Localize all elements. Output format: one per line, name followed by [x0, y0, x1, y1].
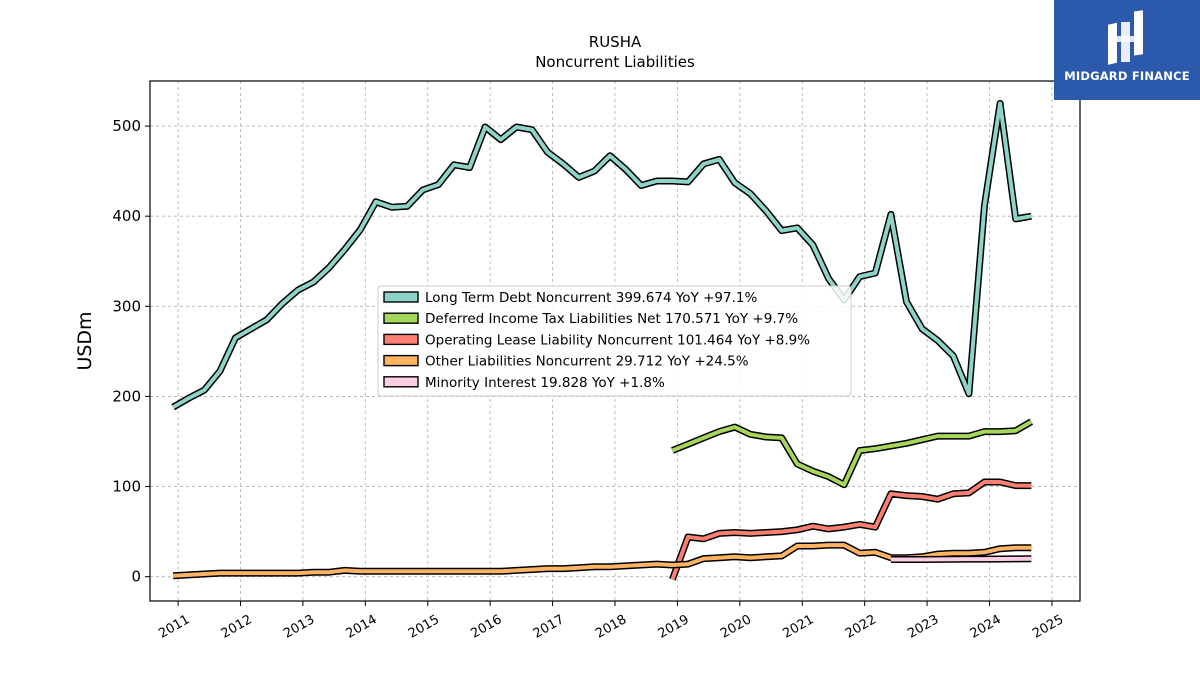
legend-entry: Long Term Debt Noncurrent 399.674 YoY +9… [425, 290, 757, 306]
midgard-logo-icon [1108, 10, 1143, 65]
x-tick-label: 2022 [843, 612, 879, 642]
legend: Long Term Debt Noncurrent 399.674 YoY +9… [377, 285, 852, 397]
legend-entry: Deferred Income Tax Liabilities Net 170.… [425, 311, 798, 327]
x-tick-label: 2016 [468, 612, 504, 642]
series-line [670, 480, 1032, 581]
y-axis-label: USDm [74, 311, 96, 370]
y-tick-label: 400 [112, 207, 141, 225]
x-tick-label: 2017 [531, 612, 567, 642]
legend-entry: Other Liabilities Noncurrent 29.712 YoY … [425, 354, 749, 370]
series-line [172, 101, 1032, 409]
x-tick-label: 2013 [281, 612, 317, 642]
brand-name: MIDGARD FINANCE [1064, 69, 1190, 83]
series-line [671, 419, 1033, 487]
legend-entry: Minority Interest 19.828 YoY +1.8% [425, 375, 665, 391]
x-tick-label: 2014 [344, 612, 380, 642]
x-tick-label: 2019 [656, 612, 692, 642]
x-tick-label: 2012 [219, 612, 255, 642]
legend-swatch [383, 291, 419, 303]
x-axis-ticks: 2011 2012 2013 2014 2015 2016 2017 2018 2019 2020… [156, 601, 1066, 642]
x-tick-label: 2025 [1030, 612, 1066, 642]
series-line [172, 543, 1032, 578]
x-tick-label: 2023 [905, 612, 941, 642]
series-2 [669, 478, 1032, 581]
series-0 [171, 100, 1032, 411]
x-tick-label: 2021 [780, 612, 816, 642]
y-tick-label: 300 [112, 297, 141, 315]
x-tick-label: 2020 [718, 612, 754, 642]
series-line [890, 556, 1032, 562]
y-tick-label: 200 [112, 387, 141, 405]
legend-swatch [383, 376, 419, 388]
y-axis-ticks: 0 100 200 300 400 500 [112, 117, 150, 586]
legend-swatch [383, 333, 419, 346]
series-line-outline [669, 478, 1032, 581]
series-1 [671, 418, 1034, 489]
legend-swatch [383, 312, 419, 324]
chart-subtitle: Noncurrent Liabilities [535, 53, 695, 71]
plot-frame [149, 80, 1081, 602]
y-tick-label: 0 [131, 568, 141, 586]
legend-swatch [383, 354, 419, 367]
x-tick-label: 2011 [156, 612, 192, 642]
series-4 [890, 555, 1032, 563]
series-3 [172, 541, 1032, 580]
y-tick-label: 500 [112, 117, 141, 135]
legend-box [377, 285, 852, 397]
x-tick-label: 2024 [968, 612, 1004, 642]
y-tick-label: 100 [112, 478, 141, 496]
brand-logo: MIDGARD FINANCE [1054, 0, 1200, 100]
series-layer [171, 100, 1034, 581]
x-tick-label: 2015 [406, 612, 442, 642]
chart-title: RUSHA [589, 33, 642, 51]
x-tick-label: 2018 [593, 612, 629, 642]
legend-entry: Operating Lease Liability Noncurrent 101… [425, 332, 810, 348]
